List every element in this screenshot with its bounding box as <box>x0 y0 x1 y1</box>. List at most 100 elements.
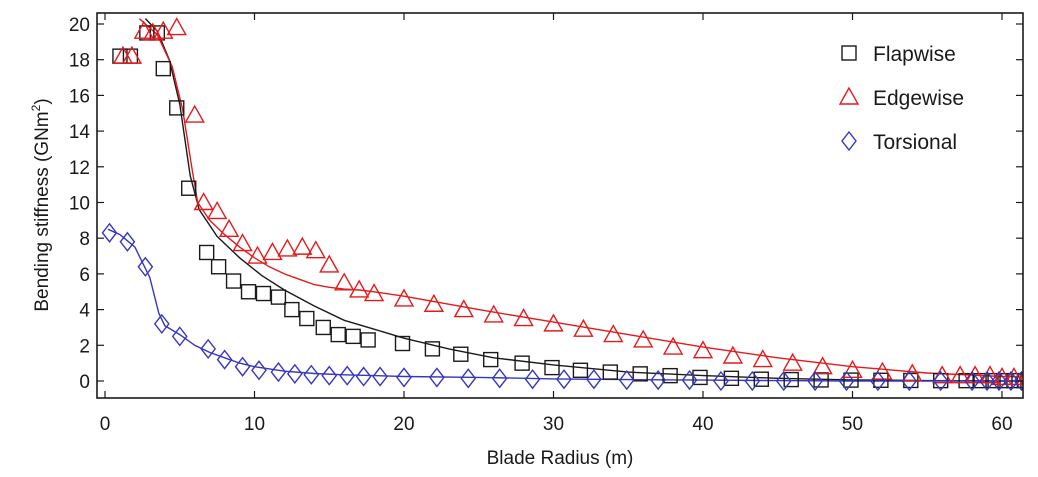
data-point-flapwise <box>723 370 740 387</box>
data-point-edgewise <box>184 104 205 123</box>
data-point-torsional <box>429 367 445 388</box>
data-point-flapwise <box>985 372 1001 389</box>
y-tick-label: 2 <box>79 336 90 357</box>
data-point-flapwise <box>753 371 770 387</box>
data-point-flapwise <box>330 326 346 343</box>
fit-line-torsional <box>107 228 1023 382</box>
data-point-edgewise <box>812 356 833 375</box>
data-point-edgewise <box>752 349 773 368</box>
data-point-edgewise <box>133 20 155 39</box>
data-point-torsional <box>101 222 118 243</box>
data-point-torsional <box>270 361 287 383</box>
data-point-flapwise <box>632 366 648 382</box>
data-point-torsional <box>234 356 251 377</box>
data-point-torsional <box>1013 370 1023 392</box>
data-point-flapwise <box>514 355 530 371</box>
data-point-edgewise <box>193 192 214 211</box>
data-point-flapwise <box>483 351 499 368</box>
data-point-torsional <box>1003 370 1019 392</box>
data-point-edgewise <box>483 304 504 323</box>
data-markers <box>101 17 1023 392</box>
data-point-edgewise <box>262 242 283 261</box>
data-point-edgewise <box>692 340 714 359</box>
data-point-flapwise <box>424 341 441 357</box>
data-point-flapwise <box>198 244 215 261</box>
x-axis-label: Blade Radius (m) <box>487 448 634 469</box>
data-point-edgewise <box>218 218 240 237</box>
data-point-flapwise <box>315 319 331 336</box>
data-point-edgewise <box>277 238 298 257</box>
data-point-torsional <box>119 231 136 252</box>
data-point-edgewise <box>319 254 340 273</box>
data-point-edgewise <box>334 272 355 291</box>
data-point-torsional <box>171 326 188 347</box>
data-point-torsional <box>524 369 541 390</box>
data-point-edgewise <box>513 308 534 327</box>
x-tick-label: 0 <box>100 414 111 435</box>
y-tick-label: 6 <box>79 265 90 286</box>
y-axis-label: Bending stiffness (GNm2) <box>29 98 53 311</box>
data-point-flapwise <box>155 60 172 77</box>
data-point-torsional <box>870 370 886 392</box>
data-point-edgewise <box>247 245 268 264</box>
data-point-torsional <box>372 366 388 387</box>
data-point-edgewise <box>782 352 803 371</box>
y-tick-label: 16 <box>69 86 90 107</box>
y-tick-label: 0 <box>79 372 90 393</box>
plot-frame <box>96 12 1024 399</box>
data-point-torsional <box>153 313 170 335</box>
data-point-torsional <box>355 366 372 387</box>
y-tick-label: 10 <box>69 194 90 215</box>
legend-background <box>822 30 1012 158</box>
data-point-torsional <box>321 365 338 386</box>
data-point-edgewise <box>842 359 863 378</box>
data-point-torsional <box>901 370 918 392</box>
data-point-torsional <box>964 370 980 392</box>
y-axis-label-end: ) <box>32 98 53 104</box>
fit-line-flapwise <box>144 18 1023 382</box>
data-point-edgewise <box>305 240 326 259</box>
fit-line-edgewise <box>138 18 1023 378</box>
legend: Flapwise Edgewise Torsional <box>822 30 1012 158</box>
x-tick-label: 10 <box>244 414 265 435</box>
x-tick-label: 20 <box>393 414 414 435</box>
y-tick-label: 20 <box>69 15 90 36</box>
data-point-edgewise <box>453 299 474 318</box>
data-point-flapwise <box>345 328 361 345</box>
data-point-torsional <box>556 369 572 390</box>
data-point-torsional <box>979 370 995 392</box>
data-point-edgewise <box>232 233 253 252</box>
data-point-torsional <box>216 349 233 370</box>
data-point-torsional <box>303 364 320 385</box>
data-point-torsional <box>807 370 824 392</box>
data-point-torsional <box>681 369 698 391</box>
legend-marker-torsional <box>841 130 857 152</box>
data-point-edgewise <box>206 200 228 220</box>
data-point-torsional <box>713 370 729 392</box>
data-point-edgewise <box>573 318 594 337</box>
axis-ticks: 0 10 20 30 40 50 60 0 2 4 6 8 10 12 14 16 18 20 <box>69 13 1023 435</box>
data-point-flapwise <box>783 371 799 388</box>
data-point-flapwise <box>813 372 829 388</box>
data-point-torsional <box>775 370 792 392</box>
y-tick-label: 12 <box>69 158 90 179</box>
data-point-flapwise <box>225 273 242 289</box>
data-point-flapwise <box>453 346 469 362</box>
data-point-flapwise <box>299 310 315 327</box>
data-point-flapwise <box>958 372 974 389</box>
y-tick-label: 4 <box>79 301 90 322</box>
data-point-torsional <box>339 365 356 386</box>
data-point-edgewise <box>603 324 624 343</box>
data-point-edgewise <box>348 279 370 298</box>
legend-marker-flapwise <box>841 45 857 61</box>
data-point-edgewise <box>949 365 971 384</box>
x-tick-label: 30 <box>543 414 564 435</box>
fit-lines <box>107 18 1023 382</box>
data-point-edgewise <box>393 288 415 307</box>
data-point-flapwise <box>843 372 859 388</box>
data-point-flapwise <box>662 367 678 384</box>
data-point-edgewise <box>166 17 187 36</box>
y-tick-label: 14 <box>69 122 91 143</box>
data-point-flapwise <box>692 369 708 386</box>
data-point-torsional <box>396 367 412 388</box>
